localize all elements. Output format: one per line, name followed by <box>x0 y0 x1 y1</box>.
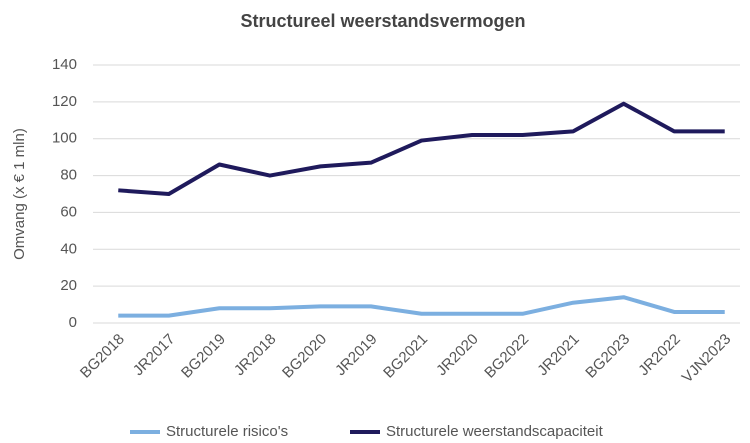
y-tick-label: 80 <box>60 167 77 184</box>
x-tick-label: BG2022 <box>481 331 532 382</box>
x-tick-label: JR2019 <box>332 331 381 380</box>
x-tick-label: BG2020 <box>279 331 330 382</box>
x-tick-label: JR2018 <box>231 331 280 380</box>
x-tick-label: JR2020 <box>433 331 482 380</box>
legend-label: Structurele weerstandscapaciteit <box>386 423 604 440</box>
y-tick-label: 120 <box>52 93 77 110</box>
x-tick-label: BG2019 <box>178 331 229 382</box>
y-tick-label: 100 <box>52 130 77 147</box>
x-tick-label: JR2021 <box>534 331 583 380</box>
series-line <box>118 101 725 196</box>
y-tick-label: 0 <box>69 314 77 331</box>
y-tick-label: 60 <box>60 203 77 220</box>
y-axis-label: Omvang (x € 1 mln) <box>11 128 28 260</box>
chart-title: Structureel weerstandsvermogen <box>240 11 525 31</box>
series-line <box>118 295 725 318</box>
x-tick-label: BG2021 <box>380 331 431 382</box>
y-tick-label: 140 <box>52 56 77 73</box>
x-tick-label: VJN2023 <box>679 331 735 387</box>
x-tick-label: BG2018 <box>77 331 128 382</box>
y-tick-label: 20 <box>60 277 77 294</box>
x-tick-label: JR2017 <box>130 331 179 380</box>
x-tick-label: BG2023 <box>582 331 633 382</box>
y-tick-label: 40 <box>60 240 77 257</box>
legend-label: Structurele risico's <box>166 423 288 440</box>
x-tick-label: JR2022 <box>635 331 684 380</box>
